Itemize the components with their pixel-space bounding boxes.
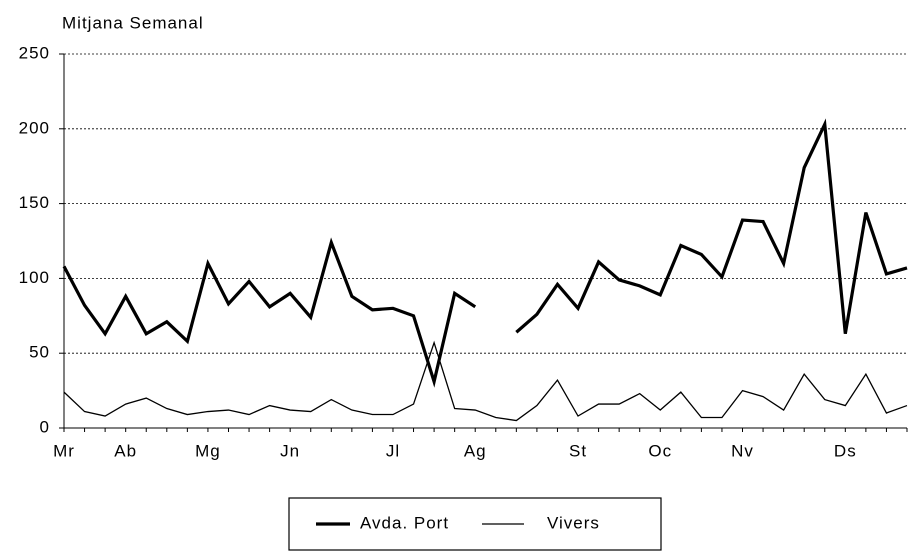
legend-label: Vivers (547, 513, 600, 532)
legend-box (288, 497, 662, 551)
x-tick-label: Mg (195, 441, 221, 460)
y-tick-label: 0 (40, 417, 50, 436)
x-tick-label: Ab (114, 441, 137, 460)
legend-label: Avda. Port (360, 513, 449, 532)
series-line (62, 118, 908, 388)
x-tick-label: Jn (280, 441, 300, 460)
chart-title: Mitjana Semanal (62, 13, 204, 32)
y-tick-label: 200 (19, 118, 50, 137)
x-tick-label: Oc (648, 441, 672, 460)
x-tick-label: Ag (464, 441, 487, 460)
y-tick-label: 250 (19, 43, 50, 62)
x-tick-label: St (569, 441, 587, 460)
x-tick-label: Mr (53, 441, 75, 460)
y-tick-label: 100 (19, 268, 50, 287)
x-tick-label: Ds (834, 441, 857, 460)
x-tick-label: Jl (386, 441, 400, 460)
y-tick-label: 150 (19, 193, 50, 212)
y-tick-label: 50 (29, 343, 50, 362)
series-line (63, 340, 908, 422)
x-tick-label: Nv (731, 441, 754, 460)
